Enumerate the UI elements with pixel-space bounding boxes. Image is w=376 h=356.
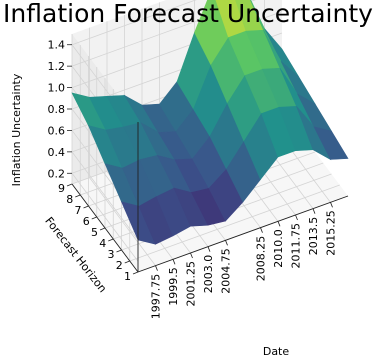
x-tick-mark [295,214,298,221]
x-tick-label: 1997.75 [150,274,163,320]
x-tick-mark [277,221,281,227]
z-tick-label: 1.0 [48,82,66,95]
z-axis-label: Inflation Uncertainty [10,73,23,186]
y-tick-label: 5 [91,226,98,239]
x-tick-mark [330,202,333,208]
z-tick-label: 0.2 [48,167,66,180]
y-tick-mark [83,205,89,209]
y-tick-label: 6 [83,215,90,228]
x-tick-label: 2013.5 [307,217,320,256]
chart-title: Inflation Forecast Uncertainty [3,0,373,28]
surface-facet [313,126,349,160]
x-tick-mark [172,259,176,265]
y-tick-mark [99,227,106,231]
x-tick-mark [312,208,316,214]
x-tick-mark [260,227,263,233]
y-tick-mark [132,271,139,275]
y-tick-label: 8 [66,193,73,206]
grid-line [129,184,340,262]
grid-line [71,151,139,241]
z-tick-label: 1.4 [48,39,66,52]
x-tick-mark [190,252,193,259]
y-tick-label: 9 [58,182,65,195]
y-tick-mark [108,238,114,242]
x-axis-label: Date [263,345,290,356]
y-axis-label: Forecast Horizon [42,215,109,296]
y-tick-mark [66,183,73,187]
x-tick-label: 2011.75 [290,223,303,269]
x-tick-label: 2008.25 [255,236,268,282]
x-tick-label: 2010.0 [272,229,285,267]
x-tick-label: 2001.25 [185,261,198,307]
z-tick-label: 0.4 [48,146,66,159]
x-tick-mark [225,240,228,246]
z-tick-label: 1.2 [48,60,66,73]
tick-labels: 1997.75 1999.5 2001.25 2003.0 2004.75 2008.25… [48,39,338,320]
y-tick-label: 3 [108,248,115,261]
y-tick-mark [91,216,97,220]
y-tick-label: 7 [75,204,82,217]
z-tick-label: 0.8 [48,103,66,116]
x-tick-label: 2003.0 [202,255,215,294]
y-tick-mark [75,194,81,198]
y-tick-mark [116,249,122,253]
z-tick-label: 0.6 [48,124,66,137]
grid-line [71,0,197,46]
x-tick-mark [155,265,158,271]
x-tick-label: 2004.75 [220,248,233,293]
y-tick-mark [124,260,130,264]
x-tick-label: 1999.5 [167,267,180,306]
surface-mesh [71,0,349,245]
y-tick-label: 4 [99,237,106,250]
y-tick-label: 1 [124,270,131,283]
y-tick-label: 2 [116,259,123,272]
x-tick-mark [207,246,211,252]
grid-line [71,173,139,262]
x-tick-label: 2015.25 [325,210,338,256]
